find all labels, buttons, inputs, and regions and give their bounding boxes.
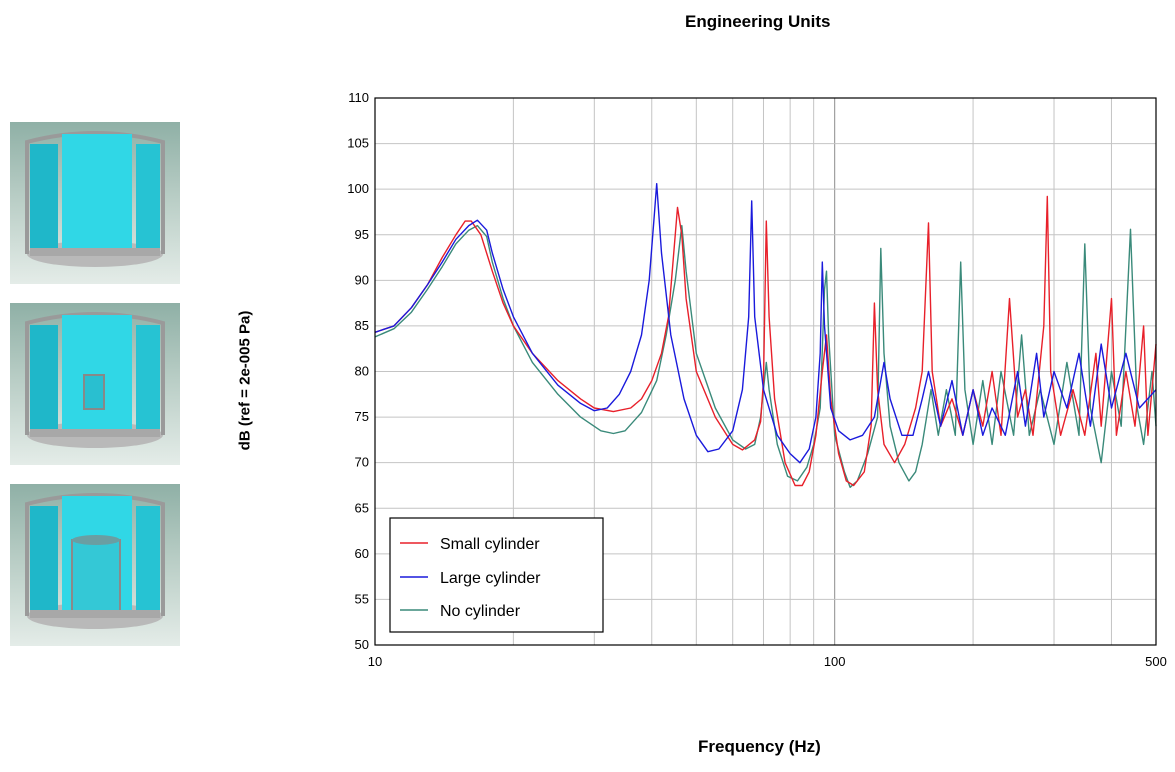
- enclosure-thumbnail-small-cylinder: [10, 303, 180, 465]
- chart-title: Engineering Units: [685, 12, 831, 31]
- y-tick-label: 100: [347, 181, 369, 196]
- legend-box: [389, 517, 604, 633]
- legend-label-no-cylinder: No cylinder: [440, 603, 521, 620]
- y-tick-label: 50: [355, 637, 369, 652]
- enclosure-thumbnail-empty: [10, 122, 180, 284]
- legend-label-small-cylinder: Small cylinder: [440, 536, 540, 553]
- y-tick-label: 95: [355, 227, 369, 242]
- tick-labels: 50 55 60 65 70 75 80 85 90 95 100 105 110 10 100 500: [347, 90, 1167, 669]
- plot-frame: [374, 97, 1157, 646]
- y-tick-label: 65: [355, 500, 369, 515]
- y-tick-label: 70: [355, 455, 369, 470]
- y-tick-label: 55: [355, 591, 369, 606]
- x-tick-label: 10: [368, 654, 382, 669]
- y-tick-label: 110: [348, 90, 369, 105]
- y-tick-label: 75: [355, 409, 369, 424]
- legend-label-large-cylinder: Large cylinder: [440, 570, 541, 587]
- y-tick-label: 80: [355, 364, 369, 379]
- y-tick-label: 90: [355, 272, 369, 287]
- series-lines: [374, 183, 1157, 488]
- y-tick-label: 60: [355, 546, 369, 561]
- legend: Small cylinder Large cylinder No cylinde…: [389, 517, 604, 633]
- x-tick-label: 500: [1145, 654, 1167, 669]
- x-axis-label: Frequency (Hz): [698, 737, 821, 756]
- series-line-small-cylinder: [374, 195, 1157, 487]
- enclosure-thumbnail-large-cylinder: [10, 484, 180, 646]
- x-tick-label: 100: [824, 654, 846, 669]
- y-tick-label: 85: [355, 318, 369, 333]
- y-tick-label: 105: [347, 136, 369, 151]
- series-line-large-cylinder: [374, 183, 1157, 464]
